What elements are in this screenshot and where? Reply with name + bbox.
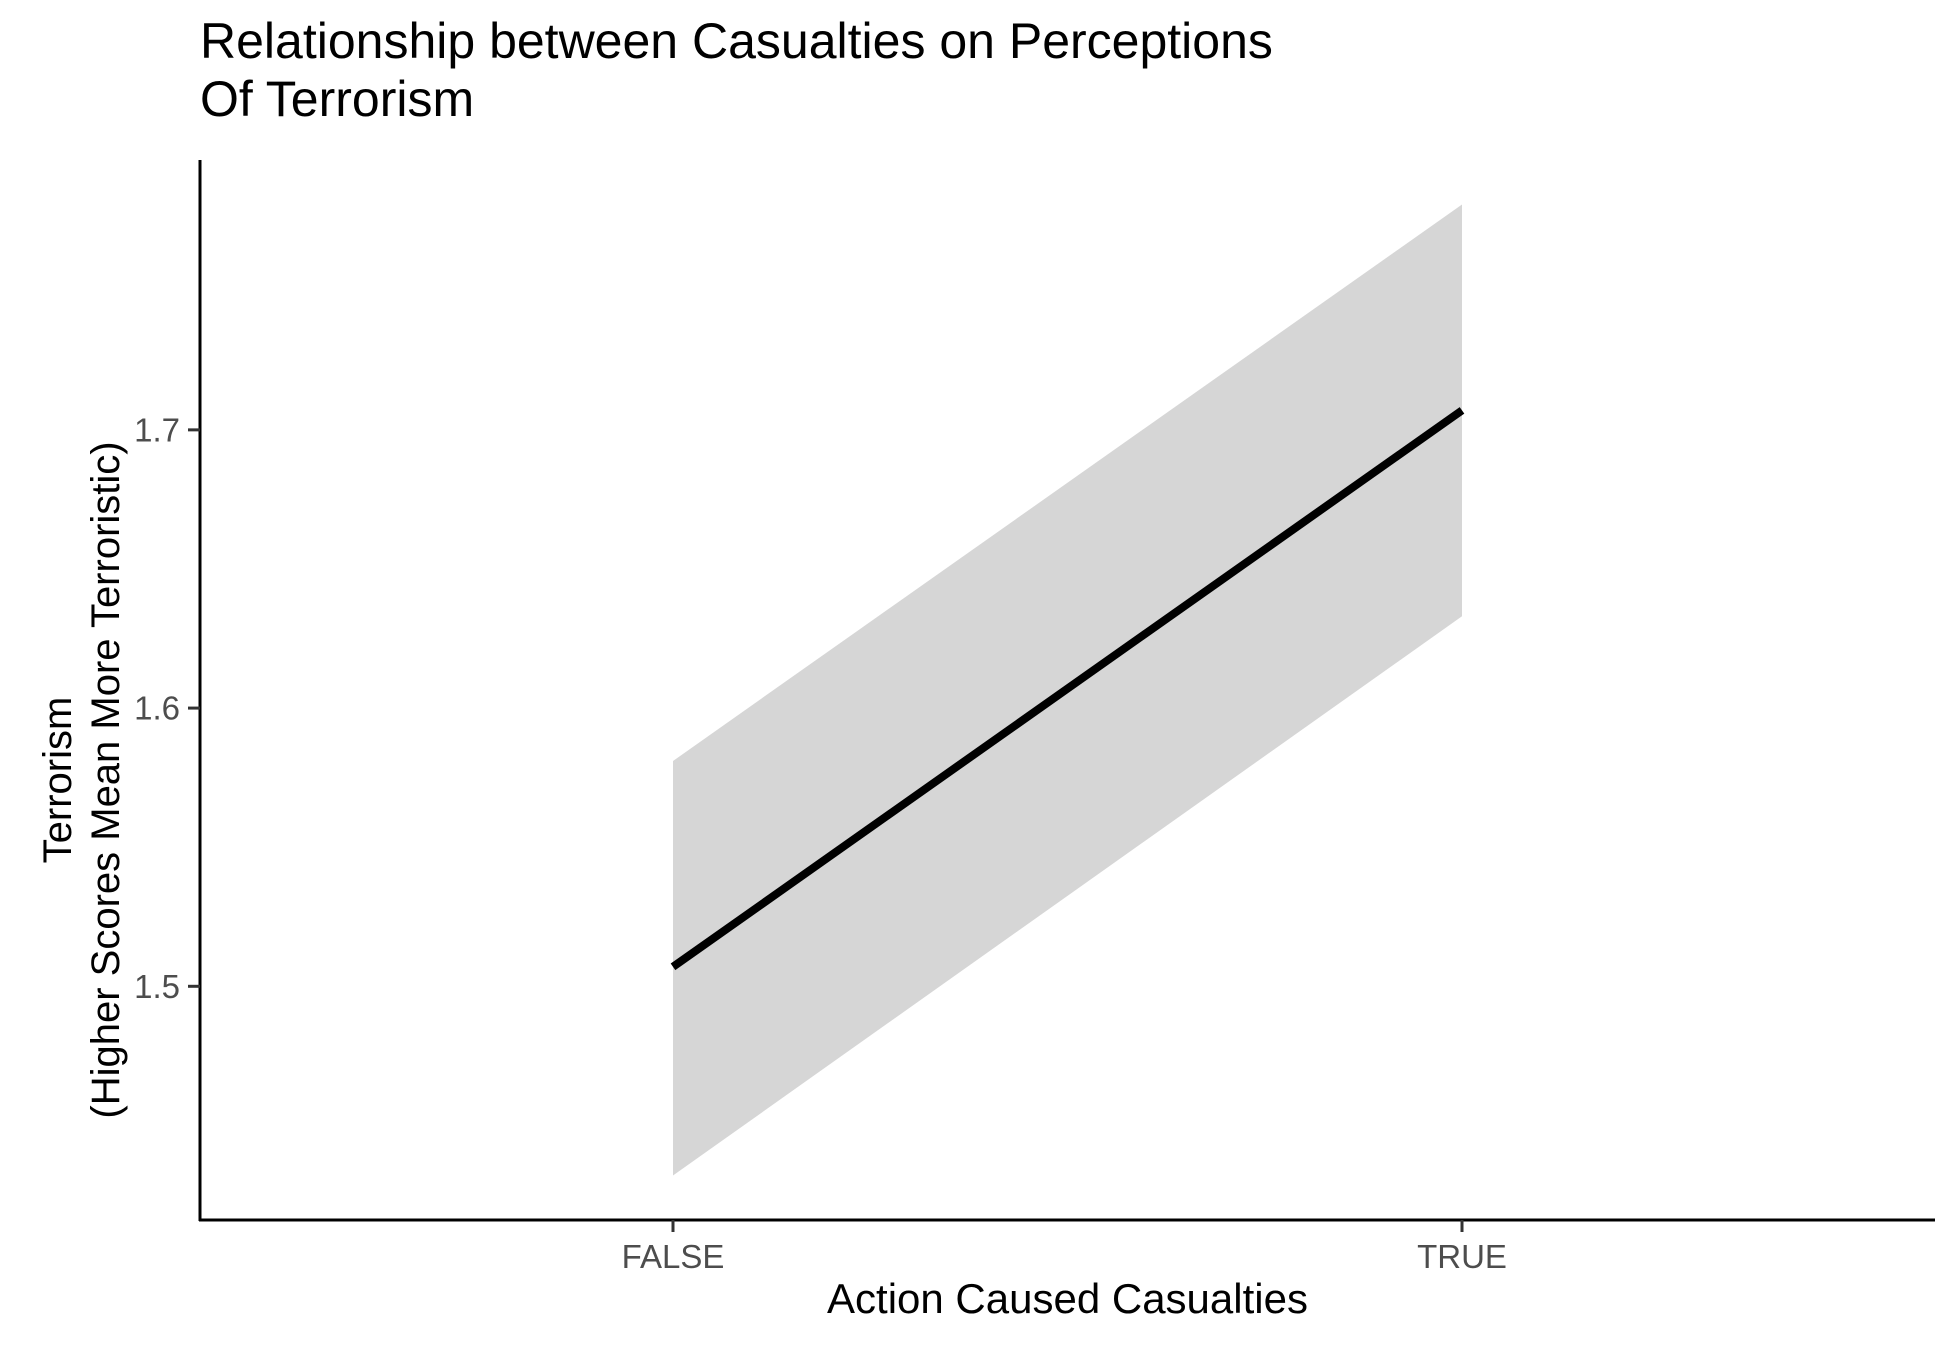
plot-area: 1.5 1.6 1.7 FALSE TRUE [134, 160, 1935, 1275]
y-axis-label-line-1: Terrorism [36, 696, 80, 864]
x-tick-label-0: FALSE [622, 1238, 725, 1275]
chart-title-line-1: Relationship between Casualties on Perce… [200, 13, 1273, 69]
y-axis-label-line-2: (Higher Scores Mean More Terroristic) [84, 441, 128, 1119]
x-axis-label: Action Caused Casualties [827, 1275, 1308, 1322]
y-axis-label: Terrorism (Higher Scores Mean More Terro… [34, 330, 130, 1230]
series-line [670, 407, 1465, 971]
y-tick-label-0: 1.5 [134, 968, 180, 1005]
x-tick-label-1: TRUE [1417, 1238, 1507, 1275]
chart-title-line-2: Of Terrorism [200, 71, 475, 127]
y-tick-label-1: 1.6 [134, 690, 180, 727]
chart-title: Relationship between Casualties on Perce… [200, 12, 1273, 128]
y-tick-label-2: 1.7 [134, 411, 180, 448]
